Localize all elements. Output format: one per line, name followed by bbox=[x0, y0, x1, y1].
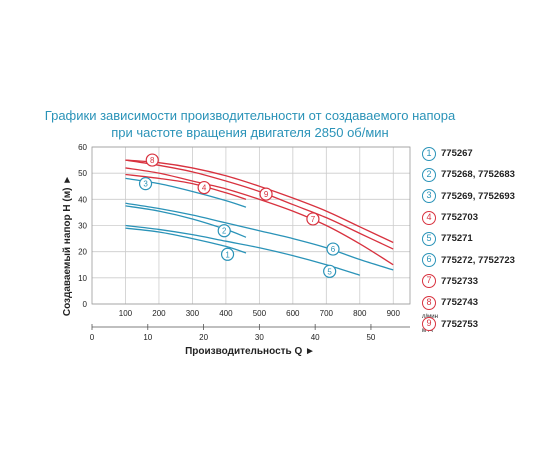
legend-label-5: 775271 bbox=[441, 233, 473, 245]
curve-marker-label-3: 3 bbox=[143, 180, 148, 189]
legend-item-3: 3 775269, 7752693 bbox=[422, 186, 515, 207]
x-tick-label: 600 bbox=[286, 309, 300, 318]
legend-label-6: 775272, 7752723 bbox=[441, 254, 515, 266]
x-tick-label: 900 bbox=[387, 309, 401, 318]
secondary-x-tick-label: 0 bbox=[90, 333, 95, 342]
curve-marker-4 bbox=[197, 180, 211, 195]
legend-marker-9: 9 bbox=[422, 317, 436, 332]
y-tick-label: 40 bbox=[78, 195, 87, 204]
curve-marker-8 bbox=[145, 153, 159, 167]
chart-title-line-1: Графики зависимости производительности о… bbox=[44, 108, 456, 123]
legend-marker-6: 6 bbox=[422, 253, 436, 268]
legend-label-1: 775267 bbox=[441, 148, 473, 160]
secondary-x-tick-label: 30 bbox=[255, 333, 264, 342]
legend-marker-7: 7 bbox=[422, 274, 436, 289]
legend-item-1: 1 775267 bbox=[422, 143, 515, 164]
series-line-7 bbox=[125, 167, 394, 266]
series-line-4 bbox=[125, 173, 247, 200]
curve-marker-3 bbox=[138, 177, 153, 191]
x-tick-label: 100 bbox=[119, 309, 133, 318]
series-line-5 bbox=[125, 224, 360, 276]
y-axis-label: Создаваемый напор H (м) ► bbox=[62, 175, 73, 316]
curve-marker-label-4: 4 bbox=[202, 184, 207, 193]
series-line-9 bbox=[125, 159, 394, 250]
secondary-x-tick-label: 50 bbox=[366, 333, 375, 342]
curve-marker-label-2: 2 bbox=[222, 227, 227, 236]
legend-marker-3: 3 bbox=[422, 189, 436, 204]
legend-label-4: 7752703 bbox=[441, 212, 478, 224]
chart-legend: 1 775267 2 775268, 7752683 3 775269, 7752693 4… bbox=[422, 143, 515, 335]
legend-marker-4: 4 bbox=[422, 210, 436, 225]
legend-item-6: 6 775272, 7752723 bbox=[422, 249, 515, 270]
y-tick-label: 30 bbox=[78, 222, 87, 231]
y-tick-label: 60 bbox=[78, 143, 87, 152]
chart-title-line-2: при частоте вращения двигателя 2850 об/м… bbox=[111, 125, 389, 140]
curve-marker-label-6: 6 bbox=[331, 245, 336, 254]
y-tick-label: 10 bbox=[78, 274, 87, 283]
legend-marker-2: 2 bbox=[422, 167, 436, 182]
curve-marker-label-5: 5 bbox=[327, 267, 332, 276]
legend-marker-8: 8 bbox=[422, 295, 436, 310]
curve-marker-5 bbox=[323, 264, 337, 278]
x-tick-label: 300 bbox=[186, 309, 200, 318]
legend-item-8: 8 7752743 bbox=[422, 292, 515, 313]
legend-item-9: 9 7752753 bbox=[422, 313, 515, 334]
secondary-x-tick-label: 20 bbox=[199, 333, 208, 342]
x-tick-label: 200 bbox=[152, 309, 166, 318]
y-tick-label: 0 bbox=[83, 300, 88, 309]
curve-marker-9 bbox=[259, 187, 273, 201]
legend-item-2: 2 775268, 7752683 bbox=[422, 164, 515, 185]
legend-marker-5: 5 bbox=[422, 231, 436, 246]
legend-marker-1: 1 bbox=[422, 146, 436, 161]
legend-item-5: 5 775271 bbox=[422, 228, 515, 249]
x-axis-label: Производительность Q ► bbox=[185, 346, 315, 357]
y-tick-label: 50 bbox=[78, 169, 87, 178]
legend-item-4: 4 7752703 bbox=[422, 207, 515, 228]
x-tick-label: 400 bbox=[219, 309, 233, 318]
legend-label-2: 775268, 7752683 bbox=[441, 169, 515, 181]
legend-item-7: 7 7752733 bbox=[422, 271, 515, 292]
legend-label-8: 7752743 bbox=[441, 297, 478, 309]
secondary-x-tick-label: 10 bbox=[143, 333, 152, 342]
legend-label-9: 7752753 bbox=[441, 318, 478, 330]
x-unit-primary: л/мин bbox=[422, 314, 438, 320]
plot-frame bbox=[91, 146, 411, 305]
curve-marker-7 bbox=[306, 212, 320, 226]
legend-label-3: 775269, 7752693 bbox=[441, 190, 515, 202]
x-tick-label: 500 bbox=[253, 309, 267, 318]
curve-marker-1 bbox=[220, 247, 235, 261]
curve-marker-label-1: 1 bbox=[225, 250, 230, 259]
secondary-x-tick-label: 40 bbox=[311, 333, 320, 342]
series-line-2 bbox=[125, 205, 247, 238]
curve-marker-label-9: 9 bbox=[264, 190, 269, 199]
y-tick-label: 20 bbox=[78, 248, 87, 257]
x-unit-secondary: м³/ч bbox=[422, 328, 433, 334]
series-line-6 bbox=[125, 202, 394, 271]
curve-marker-label-8: 8 bbox=[150, 156, 155, 165]
series-line-1 bbox=[125, 227, 247, 254]
x-tick-label: 700 bbox=[320, 309, 334, 318]
curve-marker-2 bbox=[217, 224, 231, 238]
x-tick-label: 800 bbox=[353, 309, 367, 318]
series-line-8 bbox=[125, 159, 394, 244]
curve-marker-label-7: 7 bbox=[311, 215, 316, 224]
legend-label-7: 7752733 bbox=[441, 275, 478, 287]
curve-marker-6 bbox=[326, 242, 340, 256]
